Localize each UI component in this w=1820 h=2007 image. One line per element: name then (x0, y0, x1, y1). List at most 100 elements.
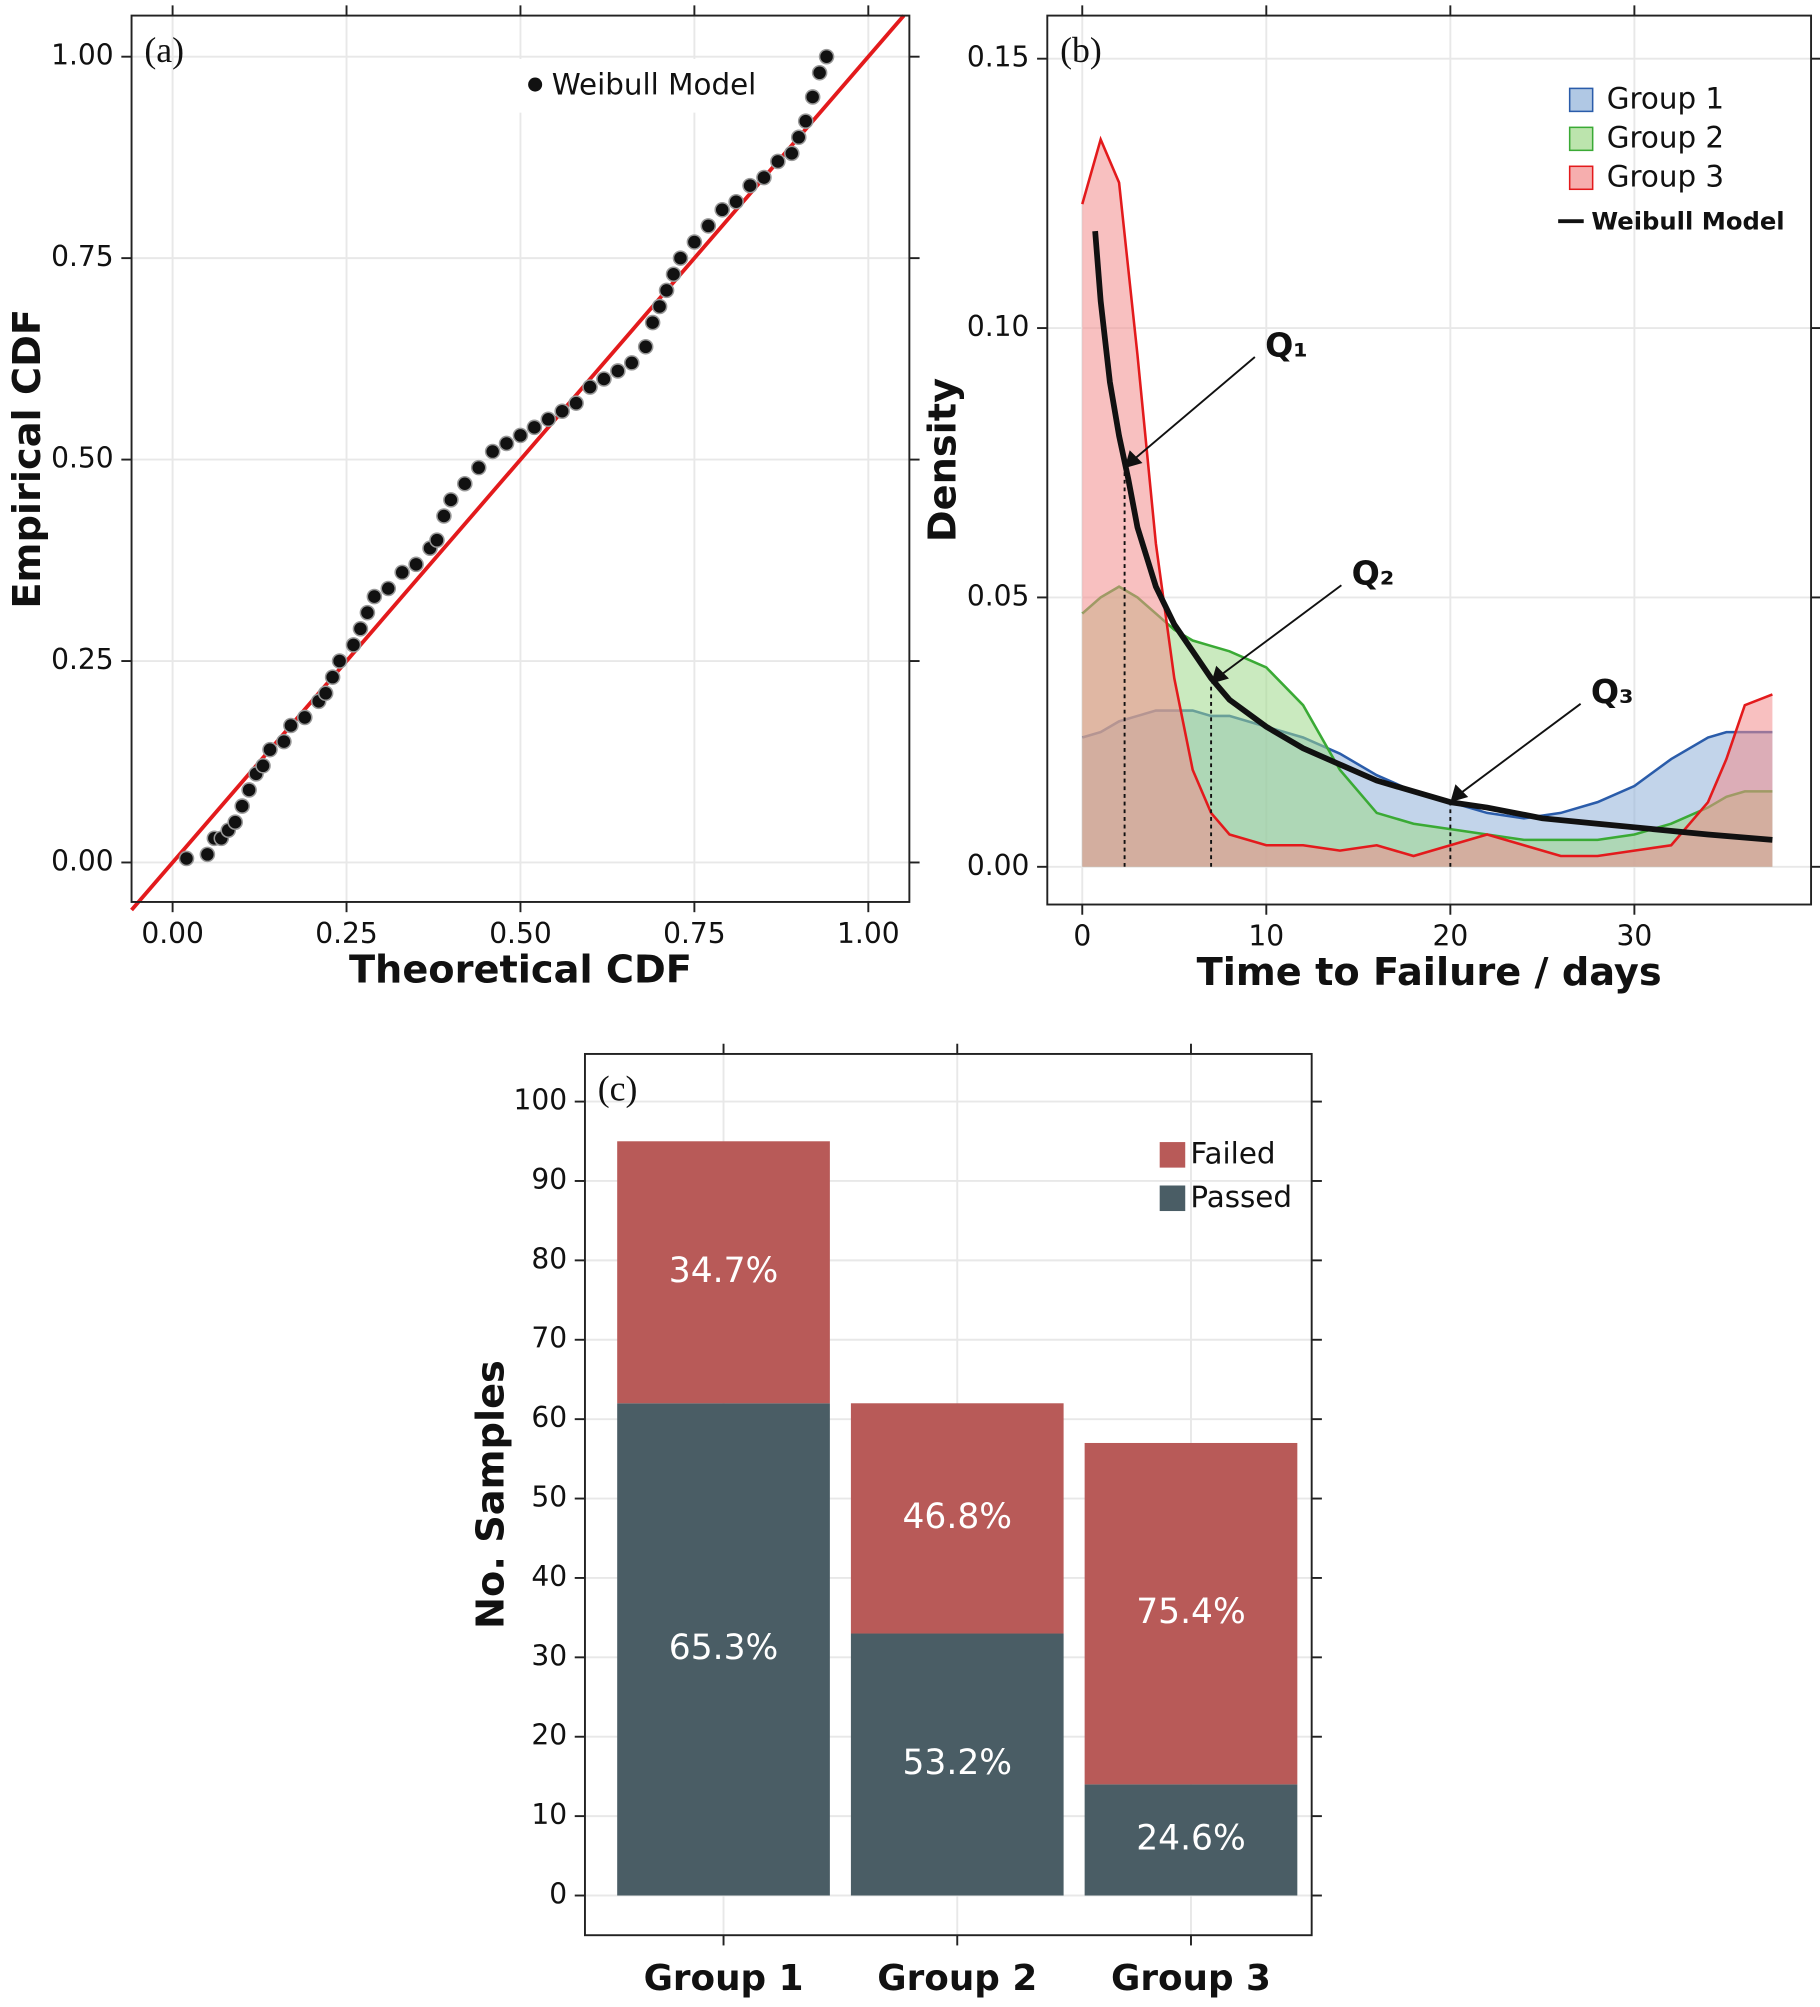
panel-label: (c) (598, 1068, 638, 1108)
point (554, 403, 570, 420)
y-tick-label: 0.75 (51, 240, 114, 273)
point (331, 653, 348, 669)
bar-label: 34.7% (669, 1251, 778, 1291)
y-tick-label: 0.00 (51, 844, 114, 877)
point (672, 250, 689, 266)
legend-swatch (1159, 1142, 1186, 1168)
point (658, 282, 675, 299)
legend-label: Passed (1190, 1180, 1292, 1214)
bar-segment (850, 1633, 1064, 1896)
annotation-arrow (1215, 584, 1342, 680)
point (380, 580, 397, 597)
point (756, 169, 772, 186)
arrow-head (1211, 665, 1229, 684)
bar-segment (617, 1403, 830, 1896)
y-tick-label: 90 (531, 1163, 567, 1196)
y-axis-title: Density (921, 378, 966, 542)
y-tick-label: 60 (531, 1401, 567, 1434)
annotation: Q₁ (1265, 325, 1308, 364)
plot-frame (130, 14, 911, 903)
x-tick-label: 10 (1248, 920, 1284, 953)
annotation: Q₂ (1352, 554, 1395, 593)
legend-label: Weibull Model (1591, 206, 1784, 235)
y-tick-label: 20 (531, 1719, 567, 1752)
point (359, 604, 376, 621)
point (512, 427, 529, 444)
point (255, 757, 271, 774)
legend-swatch (1159, 1185, 1186, 1212)
point (408, 556, 424, 573)
point (637, 338, 654, 355)
point (790, 129, 807, 146)
legend-box (517, 59, 792, 113)
point (742, 177, 758, 194)
y-tick-label: 0 (549, 1878, 567, 1911)
y-tick-label: 0.15 (967, 41, 1030, 74)
point (199, 846, 216, 863)
legend-label: Weibull Model (552, 67, 757, 101)
x-tick-label: 1.00 (837, 917, 900, 950)
point (797, 113, 814, 129)
x-tick-label: Group 2 (877, 1958, 1037, 1999)
point (582, 379, 598, 395)
bar-segment (850, 1403, 1064, 1634)
point (623, 355, 640, 371)
x-tick-label: 0.25 (315, 917, 378, 950)
point (241, 782, 257, 798)
x-tick-label: 30 (1617, 920, 1653, 953)
point (470, 459, 487, 476)
bar-label: 46.8% (903, 1497, 1012, 1537)
point (783, 145, 800, 162)
y-tick-label: 50 (531, 1481, 567, 1514)
point (770, 153, 786, 170)
chart-panel: 0.00 0.25 0.50 0.75 1.00 0.00 0.25 0.50 0.75 1.00… (5, 5, 920, 993)
point (324, 669, 341, 685)
panel-label: (a) (144, 30, 184, 70)
x-axis-title: Theoretical CDF (349, 948, 692, 993)
x-tick-label: Group 3 (1111, 1958, 1271, 1999)
point (436, 508, 452, 524)
legend-swatch (1568, 126, 1594, 152)
point (804, 89, 821, 105)
legend-swatch (1568, 87, 1594, 113)
legend-label: Group 3 (1607, 159, 1724, 193)
x-tick-label: 20 (1432, 920, 1468, 953)
x-axis-title: Time to Failure / days (1197, 950, 1662, 995)
y-tick-label: 40 (531, 1560, 567, 1593)
point (227, 814, 244, 830)
legend-label: Group 1 (1607, 81, 1724, 115)
annotation-arrow (1129, 356, 1256, 464)
arrow-head (1124, 450, 1143, 469)
point (276, 733, 292, 750)
point (283, 717, 299, 734)
annotation: Q₃ (1591, 672, 1634, 711)
y-axis-title: No. Samples (468, 1360, 513, 1629)
point (818, 48, 835, 65)
legend-marker (528, 77, 543, 92)
chart-panel: 0.00 0.05 0.10 0.15 0 10 20 30 (b) Time to Failur… (921, 5, 1820, 995)
y-tick-label: 0.05 (967, 579, 1030, 612)
y-tick-label: 0.50 (51, 442, 114, 475)
point (366, 588, 383, 605)
point (296, 709, 313, 726)
point (644, 314, 661, 331)
point (596, 371, 612, 387)
y-tick-label: 30 (531, 1639, 567, 1672)
y-tick-label: 100 (513, 1084, 567, 1117)
x-tick-label: 0 (1073, 920, 1091, 953)
x-tick-label: 0.50 (489, 917, 552, 950)
point (568, 395, 584, 411)
point (345, 637, 362, 653)
point (651, 298, 668, 315)
point (714, 201, 731, 218)
y-tick-label: 0.00 (967, 849, 1030, 882)
point (352, 621, 369, 637)
plot-frame (583, 1052, 1313, 1937)
bar-segment (1084, 1442, 1298, 1785)
point (178, 850, 195, 867)
point (700, 218, 717, 234)
x-tick-label: 0.00 (141, 917, 204, 950)
point (429, 532, 445, 548)
x-tick-label: 0.75 (663, 917, 726, 950)
